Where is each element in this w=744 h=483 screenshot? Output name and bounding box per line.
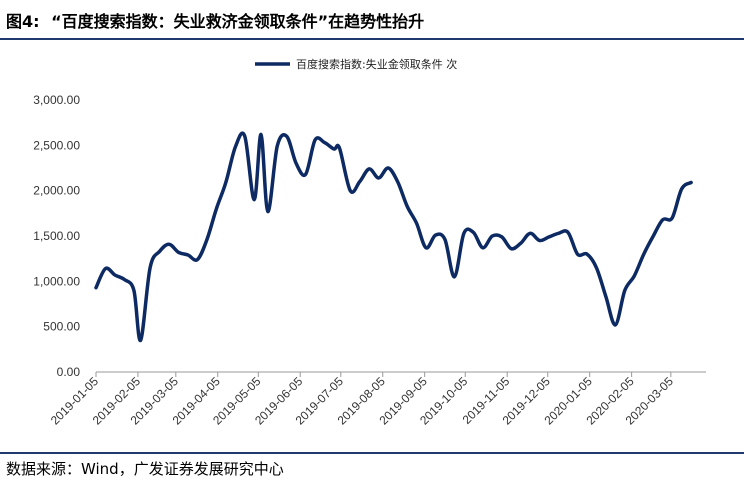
legend: 百度搜索指数:失业金领取条件 次 xyxy=(255,57,457,71)
y-tick-label: 2,000.00 xyxy=(33,184,80,198)
y-tick-label: 0.00 xyxy=(57,365,81,379)
footer-rule xyxy=(0,452,744,454)
y-tick-label: 1,500.00 xyxy=(33,229,80,243)
y-tick-label: 2,500.00 xyxy=(33,138,80,152)
figure-title-bar: 图4: “百度搜索指数：失业救济金领取条件”在趋势性抬升 xyxy=(0,0,744,40)
figure-number: 图4: xyxy=(6,12,40,31)
figure-title-text: “百度搜索指数：失业救济金领取条件”在趋势性抬升 xyxy=(51,12,425,31)
y-tick-label: 500.00 xyxy=(43,320,80,334)
y-axis: 3,000.00 2,500.00 2,000.00 1,500.00 1,000.00… xyxy=(33,93,80,379)
line-chart: 百度搜索指数:失业金领取条件 次 3,000.00 2,500.00 2,000.0… xyxy=(33,57,706,428)
x-axis: 2019-01-052019-02-052019-03-052019-04-05… xyxy=(48,372,676,428)
y-tick-label: 3,000.00 xyxy=(33,93,80,107)
figure-title: 图4: “百度搜索指数：失业救济金领取条件”在趋势性抬升 xyxy=(6,8,424,32)
legend-label: 百度搜索指数:失业金领取条件 次 xyxy=(296,57,457,71)
source-note: 数据来源：Wind，广发证券发展研究中心 xyxy=(6,460,284,478)
y-tick-label: 1,000.00 xyxy=(33,274,80,288)
series-line xyxy=(94,131,693,343)
